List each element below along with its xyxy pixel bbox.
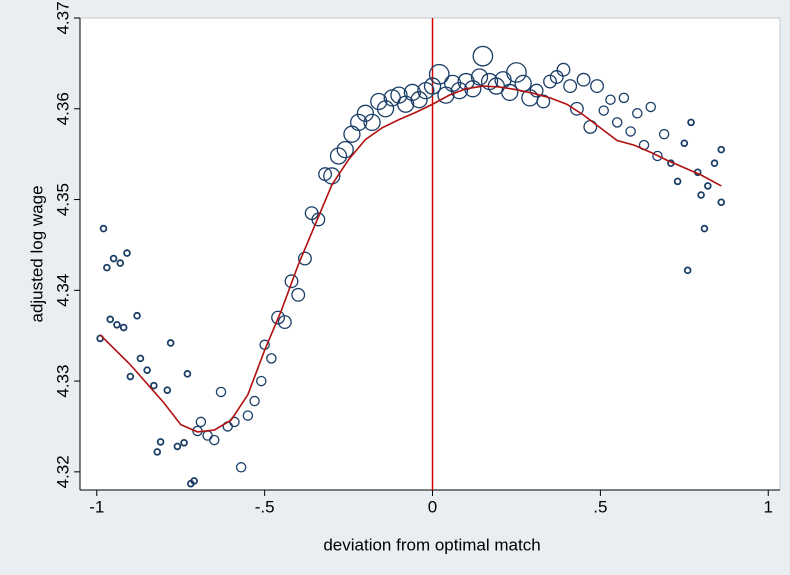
y-tick-label: 4.35 [53, 183, 72, 216]
data-point [717, 198, 726, 207]
data-point [143, 366, 151, 374]
x-tick-label: -1 [89, 497, 104, 516]
data-point [470, 68, 489, 86]
data-point [336, 140, 354, 159]
x-tick-label: 0 [428, 497, 437, 516]
data-point [235, 462, 247, 473]
data-point [183, 370, 192, 378]
data-point [472, 45, 494, 67]
plot-area [79, 17, 781, 491]
data-point [190, 477, 198, 485]
data-point [632, 108, 643, 119]
data-point [556, 62, 571, 77]
data-point [569, 101, 584, 116]
data-point [506, 62, 527, 83]
data-point [133, 311, 141, 320]
data-point [150, 381, 158, 390]
data-point [576, 72, 591, 87]
data-point [291, 287, 306, 302]
x-axis-title: deviation from optimal match [323, 535, 540, 554]
data-point [311, 212, 326, 227]
fit-line [99, 85, 722, 433]
y-tick-label: 4.33 [53, 365, 72, 398]
y-tick-label: 4.36 [53, 92, 72, 125]
y-tick-label: 4.34 [53, 274, 72, 307]
data-point [717, 145, 726, 154]
data-point [529, 83, 544, 98]
data-point [123, 249, 131, 257]
data-point [652, 150, 663, 162]
data-point [109, 254, 118, 263]
data-point [618, 92, 630, 104]
data-point [598, 105, 609, 116]
data-point [242, 410, 254, 421]
data-point [277, 315, 292, 330]
x-tick-label: -.5 [255, 497, 275, 516]
data-point [363, 113, 381, 132]
data-point [329, 147, 348, 165]
y-axis-title: adjusted log wage [27, 185, 46, 322]
data-point [153, 448, 162, 456]
data-point [249, 395, 260, 407]
data-point [410, 91, 428, 109]
x-tick-label: 1 [764, 497, 773, 516]
data-point [256, 375, 267, 387]
data-point [103, 263, 111, 272]
data-point [687, 118, 695, 127]
data-point [119, 323, 128, 332]
data-point [680, 139, 689, 148]
data-point [390, 86, 408, 104]
data-point [106, 315, 115, 324]
data-point [450, 81, 469, 100]
data-point [136, 354, 145, 363]
y-tick-label: 4.32 [53, 455, 72, 488]
data-point [590, 79, 604, 94]
data-point [376, 100, 395, 118]
x-tick-label: .5 [593, 497, 607, 516]
data-point [683, 266, 692, 275]
data-point [423, 77, 442, 95]
data-point [645, 101, 656, 113]
data-point [116, 259, 125, 267]
data-point [163, 386, 172, 394]
data-point [605, 94, 616, 105]
data-point [99, 224, 108, 233]
data-point [356, 104, 375, 122]
data-point [673, 177, 682, 186]
data-point [297, 251, 312, 266]
data-point [266, 353, 277, 364]
y-tick-label: 4.37 [53, 1, 72, 34]
data-point [113, 320, 121, 329]
data-point [710, 159, 719, 168]
data-point [229, 416, 240, 428]
data-point [166, 339, 175, 347]
data-point [625, 126, 636, 137]
data-point [350, 113, 368, 132]
data-point [173, 442, 182, 451]
data-point [563, 79, 578, 94]
data-point [501, 83, 519, 102]
data-point [536, 94, 551, 109]
data-point [658, 128, 670, 140]
data-point [195, 416, 207, 428]
data-point [209, 434, 220, 446]
data-point [428, 63, 450, 85]
data-point [697, 191, 705, 199]
data-point [704, 182, 712, 190]
data-point [126, 372, 135, 381]
data-point [215, 386, 227, 398]
data-point [611, 117, 623, 128]
data-point [700, 224, 709, 233]
data-point [180, 438, 188, 447]
data-point [156, 438, 165, 446]
data-point [284, 274, 299, 289]
